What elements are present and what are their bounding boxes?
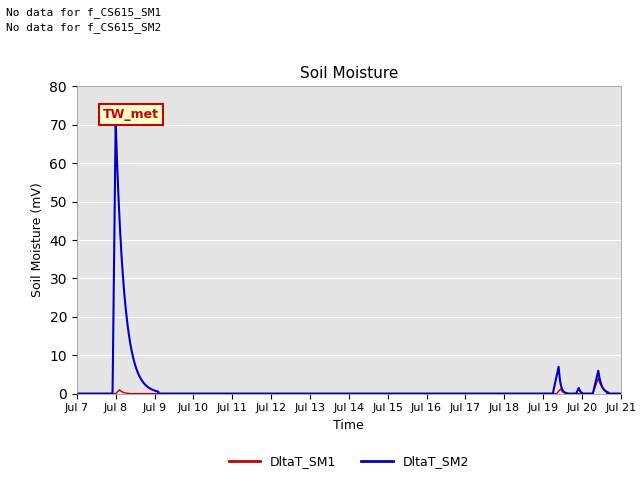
DltaT_SM2 [73,391,81,396]
Text: TW_met: TW_met [103,108,159,121]
Line: DltaT_SM1: DltaT_SM1 [77,378,621,394]
DltaT_SM2 [112,119,120,124]
DltaT_SM1 [358,391,365,396]
DltaT_SM1 [422,391,430,396]
Text: No data for f_CS615_SM2: No data for f_CS615_SM2 [6,22,162,33]
DltaT_SM1 [446,391,454,396]
Y-axis label: Soil Moisture (mV): Soil Moisture (mV) [31,182,44,298]
DltaT_SM1 [142,391,150,396]
DltaT_SM1 [316,391,323,396]
DltaT_SM1 [595,375,602,381]
Legend: DltaT_SM1, DltaT_SM2: DltaT_SM1, DltaT_SM2 [223,450,474,473]
Title: Soil Moisture: Soil Moisture [300,66,398,81]
DltaT_SM1 [617,391,625,396]
DltaT_SM2 [617,391,625,396]
DltaT_SM2 [358,391,365,396]
DltaT_SM2 [447,391,454,396]
Line: DltaT_SM2: DltaT_SM2 [77,121,621,394]
DltaT_SM2 [422,391,430,396]
X-axis label: Time: Time [333,419,364,432]
DltaT_SM1 [73,391,81,396]
DltaT_SM2 [316,391,323,396]
Text: No data for f_CS615_SM1: No data for f_CS615_SM1 [6,7,162,18]
DltaT_SM1 [310,391,318,396]
DltaT_SM2 [143,383,150,389]
DltaT_SM2 [310,391,318,396]
